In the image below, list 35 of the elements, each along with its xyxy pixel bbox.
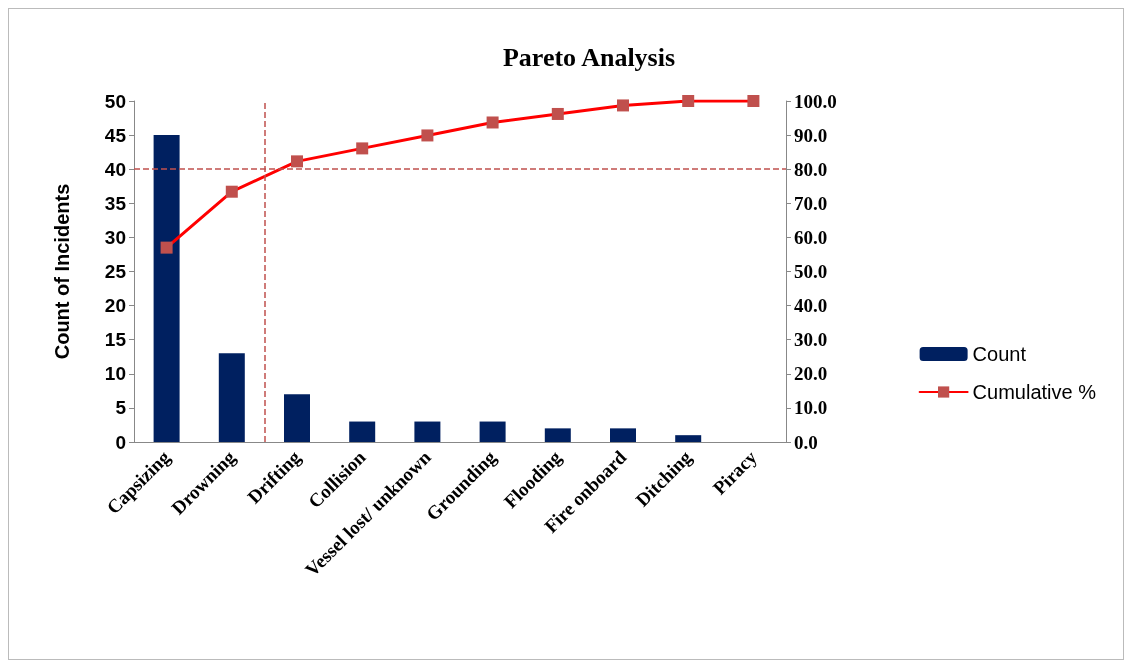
y-axis-title: Count of Incidents xyxy=(51,183,73,360)
y-tick-label: 45 xyxy=(104,124,127,146)
chart-title: Pareto Analysis xyxy=(502,42,676,72)
bar xyxy=(153,135,180,442)
bar xyxy=(284,394,310,442)
bar xyxy=(349,421,376,442)
y-tick-label: 0 xyxy=(115,431,126,453)
bar xyxy=(675,435,702,442)
y2-tick-label: 60.0 xyxy=(794,226,828,248)
y-tick-label: 5 xyxy=(115,397,127,419)
y2-tick-label: 0.0 xyxy=(794,431,818,453)
y-tick-label: 25 xyxy=(104,261,127,282)
y-tick-label: 15 xyxy=(104,329,127,351)
bar xyxy=(414,421,441,442)
y2-tick-label: 80.0 xyxy=(794,158,828,180)
y2-tick-label: 50.0 xyxy=(794,261,828,282)
bar xyxy=(218,353,245,442)
y2-tick-label: 90.0 xyxy=(794,124,828,146)
y-tick-label: 10 xyxy=(104,363,126,385)
y-tick-label: 35 xyxy=(104,192,127,214)
legend-label: Cumulative % xyxy=(972,381,1097,403)
legend-label: Count xyxy=(972,343,1027,365)
y2-tick-label: 20.0 xyxy=(794,363,828,385)
y2-tick-label: 30.0 xyxy=(794,329,828,351)
y2-tick-label: 100.0 xyxy=(794,90,837,112)
bar xyxy=(610,428,636,442)
y2-tick-label: 70.0 xyxy=(794,192,828,214)
y-tick-label: 40 xyxy=(104,158,126,180)
y-tick-label: 50 xyxy=(104,90,126,112)
y-tick-label: 30 xyxy=(104,226,126,248)
y-tick-label: 20 xyxy=(104,295,126,317)
bar xyxy=(479,421,506,442)
bar xyxy=(544,428,571,442)
y2-tick-label: 10.0 xyxy=(794,397,828,419)
y2-tick-label: 40.0 xyxy=(794,295,828,317)
